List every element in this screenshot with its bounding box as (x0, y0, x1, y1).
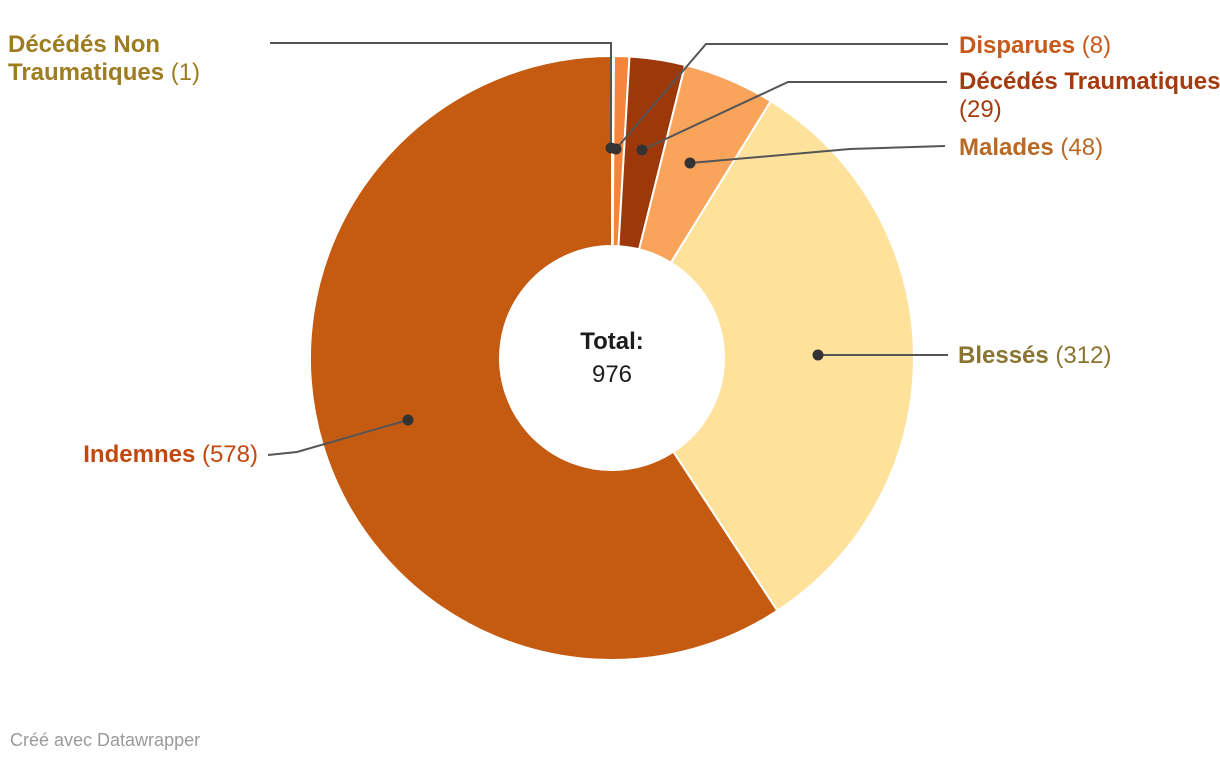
callout-label: Indemnes (83, 441, 196, 468)
total-value: 976 (591, 361, 633, 388)
callout-disparues: Disparues (8) (959, 32, 1111, 60)
callout-blesses: Blessés (312) (958, 342, 1111, 370)
leader-line-decedes-non-traumatiques (270, 42, 612, 148)
leader-line-decedes-traumatiques (641, 81, 947, 151)
leader-line-indemnes (267, 419, 409, 456)
callout-dot-malades (684, 157, 696, 169)
callout-label: Décédés Non (8, 31, 161, 58)
slice-blesses[interactable] (669, 99, 915, 613)
callout-dot-disparues (610, 143, 622, 155)
datawrapper-credit[interactable]: Créé avec Datawrapper (10, 730, 201, 750)
callout-indemnes: Indemnes (578) (83, 441, 258, 469)
callout-count: (29) (959, 96, 1002, 123)
callout-label: Disparues (959, 32, 1076, 59)
callout-dot-blesses (812, 349, 824, 361)
callout-label: Malades (959, 134, 1054, 161)
callout-count: (48) (1060, 134, 1104, 161)
callout-dot-indemnes (402, 414, 414, 426)
callout-count: (8) (1081, 32, 1112, 59)
callout-label: Blessés (958, 342, 1049, 369)
callout-malades: Malades (48) (959, 134, 1103, 162)
callout-label: Décédés Traumatiques (959, 68, 1220, 95)
callout-label: Traumatiques (8, 59, 165, 86)
slice-indemnes[interactable] (309, 54, 779, 661)
leader-line-disparues (615, 43, 948, 150)
callout-decedes-traumatiques: Décédés Traumatiques (29) (959, 68, 1220, 124)
callout-count: (1) (170, 59, 201, 86)
leader-line-malades (689, 145, 946, 164)
callout-count: (578) (201, 441, 258, 468)
callout-decedes-non-traumatiques: Décédés Non Traumatiques (1) (8, 31, 200, 87)
donut-center-label: Total: 976 (580, 325, 644, 391)
callout-dot-decedes-traumatiques (636, 144, 648, 156)
callout-count: (312) (1055, 342, 1112, 369)
total-title: Total: (580, 328, 644, 355)
